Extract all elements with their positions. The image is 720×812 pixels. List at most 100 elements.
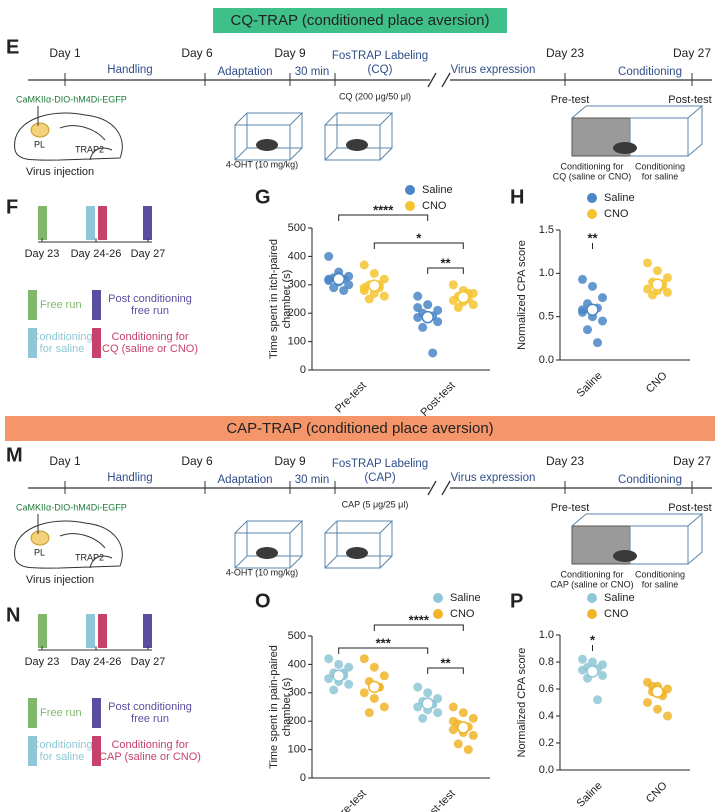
chamber-top <box>571 105 704 157</box>
data-point <box>344 679 354 689</box>
x-tick-label: CNO <box>644 779 670 805</box>
y-tick-label: 0 <box>300 364 306 376</box>
data-point <box>359 283 369 293</box>
mouse <box>346 139 368 151</box>
data-point <box>359 654 369 664</box>
cond-label: CAP (saline or CNO) <box>550 579 633 589</box>
sig-bracket <box>427 667 464 674</box>
phase-label: Virus expression <box>451 64 536 76</box>
legend-label: Saline <box>604 192 635 204</box>
cond-label: Conditioning for <box>560 161 623 171</box>
data-point <box>588 281 597 291</box>
sig-label: ** <box>587 230 598 245</box>
brain-detail <box>59 533 113 569</box>
legend-text: free run <box>131 305 169 317</box>
data-point <box>413 702 423 712</box>
banner-title: CAP-TRAP (conditioned place aversion) <box>226 420 493 437</box>
y-tick-label: 0.0 <box>539 764 554 776</box>
data-point <box>653 704 662 714</box>
schedule-bar <box>86 614 95 648</box>
pl-region <box>30 122 50 138</box>
posttest-label: Post-test <box>668 502 711 514</box>
data-point <box>413 303 423 313</box>
data-point <box>379 291 389 301</box>
sig-bracket <box>427 267 464 274</box>
legend-text: Free run <box>40 299 82 311</box>
day-label: Day 24-26 <box>71 656 122 668</box>
mean-marker <box>368 279 381 292</box>
legend-text: Post conditioning <box>108 293 192 305</box>
panel-label: N <box>6 604 20 626</box>
phase-label: (CAP) <box>364 472 395 484</box>
legend-label: CNO <box>450 608 475 620</box>
legend-label: CNO <box>604 608 629 620</box>
phase-label: Virus expression <box>451 472 536 484</box>
legend-label: Saline <box>450 592 481 604</box>
phase-label: Handling <box>107 64 152 76</box>
day-label: Day 6 <box>181 454 213 468</box>
data-point <box>379 671 389 681</box>
chamber-top <box>571 513 704 565</box>
data-point <box>578 665 587 675</box>
y-tick-label: 300 <box>288 687 306 699</box>
cage <box>324 112 394 161</box>
legend-swatch <box>92 290 101 320</box>
legend-dot <box>587 609 597 619</box>
data-point <box>359 688 369 698</box>
day-label: Day 24-26 <box>71 248 122 260</box>
phase-label: Adaptation <box>218 474 273 486</box>
data-point <box>339 285 349 295</box>
day-label: Day 27 <box>131 248 166 260</box>
legend-label: Saline <box>422 184 453 196</box>
chamber-right <box>629 117 689 157</box>
mean-marker <box>421 697 434 710</box>
y-tick-label: 200 <box>288 715 306 727</box>
legend-text: Free run <box>40 707 82 719</box>
data-point <box>413 312 423 322</box>
day-label: Day 23 <box>25 656 60 668</box>
phase-label: FosTRAP Labeling <box>332 458 428 470</box>
sig-bracket <box>338 214 429 221</box>
mean-marker <box>332 272 345 286</box>
data-point <box>643 258 652 268</box>
legend-text: Conditioning <box>31 739 92 751</box>
sig-label: *** <box>376 635 392 650</box>
x-tick-label: ost-test <box>424 788 458 812</box>
schedule-bar <box>86 206 95 240</box>
legend-swatch <box>92 698 101 728</box>
mean-marker <box>368 680 381 694</box>
legend-dot <box>433 609 443 619</box>
data-point <box>463 745 473 755</box>
day-label: Day 9 <box>274 46 306 60</box>
phase-label: FosTRAP Labeling <box>332 50 428 62</box>
mouse <box>346 547 368 559</box>
day-label: Day 23 <box>25 248 60 260</box>
y-tick-label: 1.0 <box>539 267 554 279</box>
legend-text: Post conditioning <box>108 701 192 713</box>
x-tick-label: Pre-test <box>333 380 369 416</box>
y-tick-label: 100 <box>288 336 306 348</box>
data-point <box>458 708 468 718</box>
day-label: Day 23 <box>546 454 584 468</box>
schedule-bar <box>98 614 107 648</box>
y-tick-label: 200 <box>288 307 306 319</box>
x-tick-label: Saline <box>575 370 605 400</box>
data-point <box>428 348 438 358</box>
data-point <box>369 662 379 672</box>
data-point <box>359 260 369 270</box>
data-point <box>448 716 458 726</box>
data-point <box>324 674 334 684</box>
y-axis-label: Time spent in itch-paired <box>268 239 280 359</box>
data-point <box>448 280 458 290</box>
drug-label: 4-OHT (10 mg/kg) <box>226 567 298 577</box>
data-point <box>369 693 379 703</box>
sig-bracket <box>373 624 464 631</box>
y-axis-label: Time spent in pain-paired <box>268 645 280 769</box>
data-point <box>663 287 672 297</box>
sig-bracket <box>373 242 464 249</box>
panel-label: E <box>6 36 19 58</box>
legend-dot <box>405 201 415 211</box>
mean-marker <box>586 665 599 678</box>
phase-label: Handling <box>107 472 152 484</box>
panel-label: H <box>510 186 524 208</box>
